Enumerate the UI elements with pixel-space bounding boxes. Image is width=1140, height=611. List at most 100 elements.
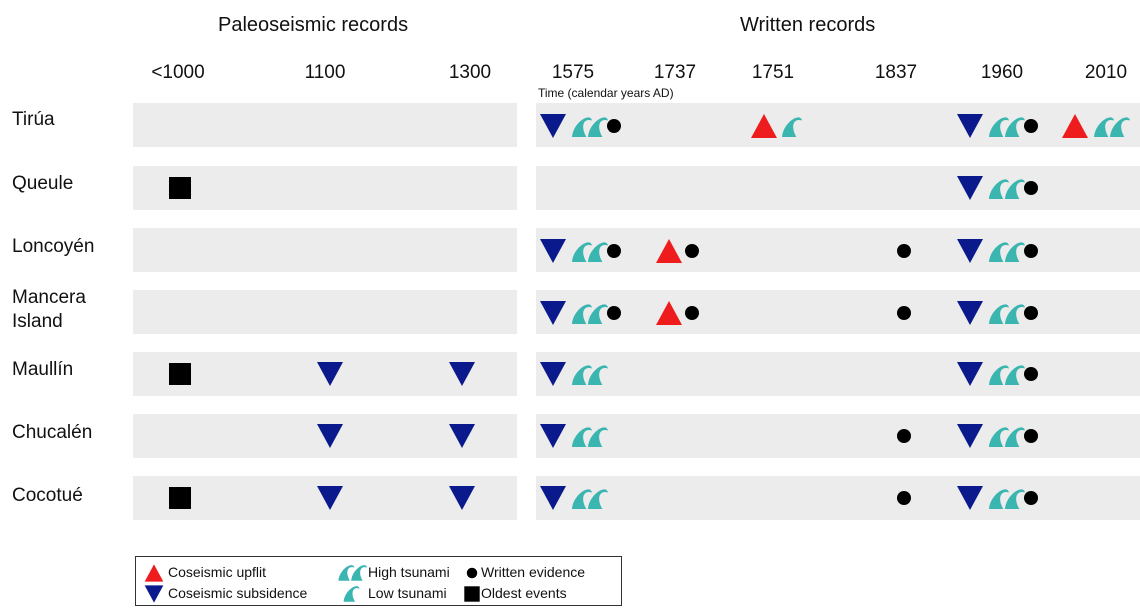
written-band [536,476,1140,520]
legend-written-label: Written evidence [481,564,586,580]
site-label: Tirúa [12,109,55,130]
written-evidence-dot [607,119,621,133]
site-label: Loncoyén [12,236,95,257]
written-evidence-dot [1024,429,1038,443]
high-tsunami-wave [1005,117,1025,137]
period-label-1751: 1751 [751,62,795,83]
high-tsunami-wave [989,242,1009,262]
period-label-1300: 1300 [448,62,492,83]
subsidence-triangle [449,486,475,510]
subsidence-triangle [317,486,343,510]
subsidence-triangle [144,585,164,603]
high-tsunami-wave [989,304,1009,324]
written-evidence-dot [897,244,911,258]
subsidence-triangle [957,114,983,138]
subsidence-triangle [540,239,566,263]
subsidence-triangle [957,301,983,325]
high-tsunami-wave [572,427,592,447]
written-evidence-dot [1024,181,1038,195]
written-evidence-dot [897,306,911,320]
paleo-band [133,166,517,210]
written-evidence-dot [1024,119,1038,133]
written-evidence-dot [1024,491,1038,505]
subsidence-triangle [957,239,983,263]
high-tsunami-wave [588,242,608,262]
subsidence-triangle [540,424,566,448]
subsidence-triangle [540,486,566,510]
high-tsunami-wave [1005,179,1025,199]
site-label: Queule [12,173,74,194]
oldest-event-square [464,586,480,602]
upflit-triangle [656,301,682,325]
written-band [536,103,1140,147]
legend-symbols [144,564,480,603]
legend-subsidence-label: Coseismic subsidence [168,585,308,601]
site-label: Mancera Island [12,287,86,332]
period-label-2010: 2010 [1084,62,1128,83]
subsidence-triangle [957,362,983,386]
high-tsunami-wave [588,489,608,509]
site-label: Cocotué [12,485,83,506]
high-tsunami-wave [572,117,592,137]
time-axis-caption: Time (calendar years AD) [538,86,674,100]
high-tsunami-wave [572,489,592,509]
written-evidence-dot [466,567,478,579]
low-tsunami-wave [343,586,360,602]
high-tsunami-wave [1005,304,1025,324]
written-band [536,166,1140,210]
period-label-1737: 1737 [653,62,697,83]
subsidence-triangle [957,176,983,200]
written-evidence-dot [1024,244,1038,258]
high-tsunami-wave [1110,117,1130,137]
site-label: Chucalén [12,422,93,443]
period-label-1960: 1960 [980,62,1024,83]
high-tsunami-wave [1005,489,1025,509]
high-tsunami-wave [1005,427,1025,447]
subsidence-triangle [540,114,566,138]
paleoseismic-records-header: Paleoseismic records [218,14,409,36]
written-evidence-dot [1024,367,1038,381]
high-tsunami-wave [1005,242,1025,262]
high-tsunami-wave [588,117,608,137]
oldest-event-square [169,177,191,199]
subsidence-triangle [449,362,475,386]
legend-oldest-label: Oldest events [481,585,567,601]
high-tsunami-wave [989,117,1009,137]
written-records-header: Written records [740,14,876,36]
upflit-triangle [1062,114,1088,138]
period-label-lt1000: <1000 [151,62,205,83]
written-evidence-dot [607,306,621,320]
high-tsunami-wave [989,427,1009,447]
paleo-band [133,228,517,272]
subsidence-triangle [957,424,983,448]
subsidence-triangle [540,301,566,325]
subsidence-triangle [957,486,983,510]
written-evidence-dot [607,244,621,258]
legend-low-tsunami-label: Low tsunami [368,585,447,601]
high-tsunami-wave [989,365,1009,385]
low-tsunami-wave [782,117,802,137]
subsidence-triangle [317,362,343,386]
written-band [536,290,1140,334]
high-tsunami-wave [338,565,355,581]
legend-upflit-label: Coseismic upflit [168,564,267,580]
written-band [536,228,1140,272]
high-tsunami-wave [572,242,592,262]
high-tsunami-wave [588,427,608,447]
high-tsunami-wave [572,304,592,324]
high-tsunami-wave [351,565,368,581]
written-evidence-dot [685,306,699,320]
upflit-triangle [656,239,682,263]
subsidence-triangle [449,424,475,448]
period-label-1575: 1575 [551,62,595,83]
written-evidence-dot [685,244,699,258]
period-label-1100: 1100 [304,62,346,83]
site-label: Maullín [12,359,74,380]
high-tsunami-wave [1094,117,1114,137]
paleo-band [133,290,517,334]
written-evidence-dot [897,429,911,443]
subsidence-triangle [317,424,343,448]
written-band [536,414,1140,458]
oldest-event-square [169,487,191,509]
